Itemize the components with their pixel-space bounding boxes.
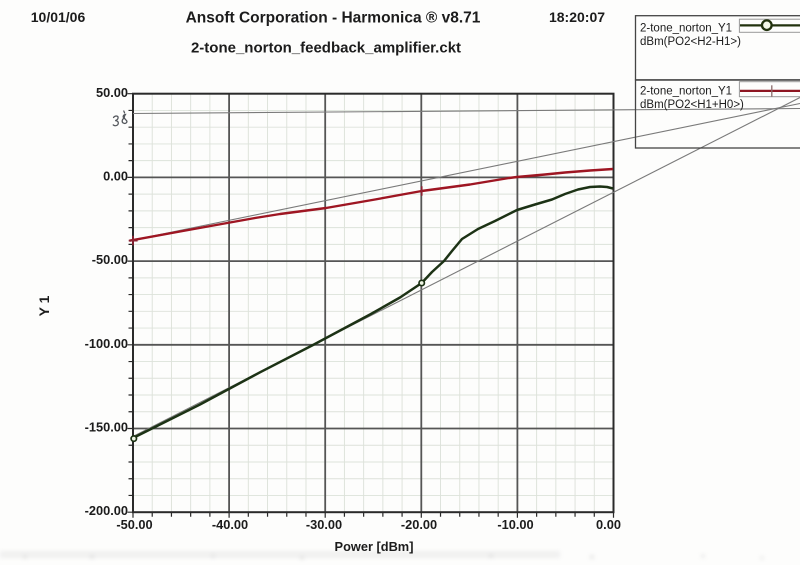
svg-text:10/01/06: 10/01/06 <box>31 9 86 25</box>
svg-text:Ansoft Corporation - Harmonica: Ansoft Corporation - Harmonica ® v8.71 <box>186 10 481 27</box>
svg-text:-40.00: -40.00 <box>212 517 248 532</box>
svg-text:-100.00: -100.00 <box>85 336 128 351</box>
svg-text:Power [dBm]: Power [dBm] <box>335 539 414 554</box>
svg-text:2-tone_norton_Y1: 2-tone_norton_Y1 <box>640 86 732 98</box>
svg-text:-200.00: -200.00 <box>85 503 128 518</box>
svg-text:-10.00: -10.00 <box>497 517 533 532</box>
svg-text:50.00: 50.00 <box>96 85 128 100</box>
svg-text:2-tone_norton_Y1: 2-tone_norton_Y1 <box>640 23 732 35</box>
svg-text:-50.00: -50.00 <box>116 517 152 532</box>
svg-text:18:20:07: 18:20:07 <box>549 9 605 25</box>
svg-text:2-tone_norton_feedback_amplifi: 2-tone_norton_feedback_amplifier.ckt <box>191 40 461 57</box>
svg-text:dBm(PO2<H2-H1>): dBm(PO2<H2-H1>) <box>640 36 741 48</box>
svg-text:Y 1: Y 1 <box>36 295 52 316</box>
svg-text:-50.00: -50.00 <box>92 252 128 267</box>
svg-text:0.00: 0.00 <box>596 517 621 532</box>
svg-text:-30.00: -30.00 <box>306 517 342 532</box>
svg-text:-20.00: -20.00 <box>401 517 437 532</box>
svg-text:0.00: 0.00 <box>103 169 128 184</box>
svg-text:dBm(PO2<H1+H0>): dBm(PO2<H1+H0>) <box>640 99 744 111</box>
svg-text:-150.00: -150.00 <box>85 420 128 435</box>
